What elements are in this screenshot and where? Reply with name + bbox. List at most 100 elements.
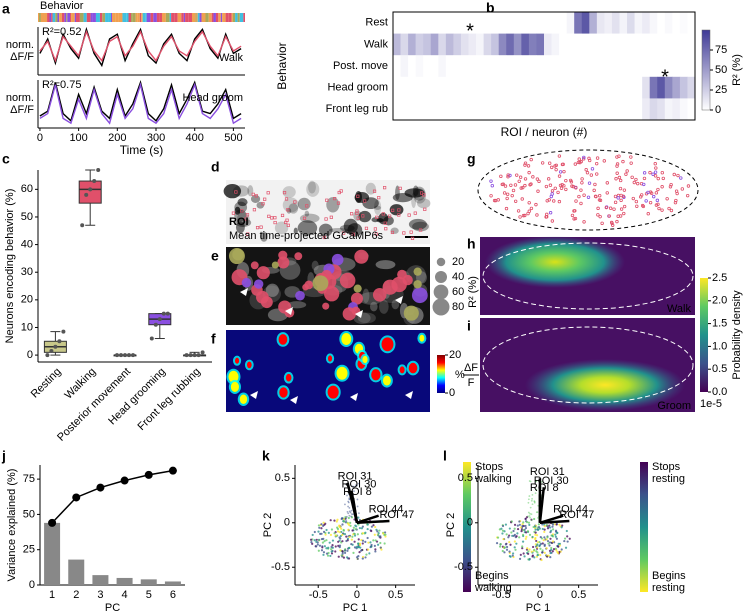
y-tick-label: 60 (21, 183, 33, 195)
neuron-position (622, 211, 626, 216)
trajectory-dot (325, 547, 328, 550)
neuron-position (660, 185, 664, 189)
neuron-position (615, 219, 619, 224)
trajectory-dot (357, 545, 361, 549)
x-tick-label: 3 (97, 589, 103, 601)
y-tick-label: 10 (21, 321, 33, 333)
trajectory-dot (317, 538, 321, 541)
trajectory-dot (538, 527, 541, 530)
category-label: Head groom (327, 82, 388, 94)
heatmap-cell (604, 33, 613, 56)
trajectory-dot (321, 541, 325, 544)
neuron-position (564, 187, 568, 192)
trajectory-dot (560, 526, 563, 529)
roi-marker (391, 208, 395, 212)
colorbar-tick-label: 75 (715, 44, 727, 56)
colorbar-tick-label: 0 (449, 387, 455, 399)
trajectory-dot (365, 553, 368, 556)
trajectory-dot (526, 547, 529, 550)
heatmap-cell (596, 33, 605, 56)
point (49, 348, 54, 353)
point (161, 311, 166, 316)
neuron-position (500, 182, 504, 187)
heatmap-cell (453, 76, 462, 99)
trajectory-dot (535, 534, 539, 537)
trajectory-dot (512, 534, 515, 538)
neuron-position (579, 188, 583, 192)
x-tick-label: 100 (69, 132, 87, 144)
cell-body (392, 192, 413, 203)
trajectory-dot (346, 557, 350, 560)
heatmap-cell (679, 33, 688, 56)
y-tick-label: 25 (23, 544, 35, 556)
trajectory-dot (337, 555, 340, 558)
trajectory-dot (505, 548, 509, 551)
trajectory-dot (356, 557, 359, 560)
heatmap-cell (589, 12, 598, 34)
y-tick-label: 0 (29, 579, 35, 591)
heatmap-cell (559, 33, 567, 56)
point (80, 223, 85, 228)
colorbar-tick-label: 1.5 (712, 318, 727, 330)
heatmap-cell (400, 33, 409, 56)
neuron-position (616, 214, 620, 218)
neuron-position (550, 189, 555, 193)
neuron-position (614, 177, 618, 181)
trajectory-dot (339, 549, 342, 552)
heatmap-cell (574, 55, 583, 78)
neuron-position (549, 165, 554, 170)
roi-marker (284, 197, 289, 201)
trajectory-dot (565, 529, 568, 533)
trajectory-dot (313, 530, 316, 534)
neuron-position (548, 183, 553, 187)
heatmap-cell (468, 55, 477, 78)
bar (164, 581, 181, 585)
arrowhead (350, 393, 358, 401)
behavior-stripe (239, 13, 244, 22)
legend-label: Head groom (182, 92, 243, 104)
neuron-position (504, 206, 509, 211)
trajectory-dot (531, 503, 534, 506)
neuron-position (526, 164, 531, 168)
trajectory-dot (336, 530, 340, 533)
roi-marker (413, 211, 417, 215)
behavior-stripe (44, 13, 48, 22)
trajectory-dot (541, 527, 544, 531)
behavior-stripe (215, 13, 219, 22)
trajectory-dot (551, 525, 554, 528)
trajectory-dot (541, 549, 544, 552)
trajectory-dot (310, 541, 313, 544)
y-tick-label: 50 (23, 508, 35, 520)
neuron-position (581, 157, 586, 161)
neuron-position (622, 204, 627, 209)
trajectory-dot (325, 528, 328, 532)
trajectory-dot (545, 538, 548, 541)
trajectory-dot (545, 523, 548, 527)
neuron-position (564, 178, 568, 183)
image-label: Groom (657, 400, 691, 412)
category-label: Front leg rub (326, 103, 388, 115)
neuron-position (496, 198, 500, 202)
heatmap-cell (506, 98, 515, 121)
activity-blob (230, 381, 239, 392)
roi-marker (254, 194, 258, 198)
cell-body (223, 183, 242, 199)
roi-marker (409, 230, 413, 234)
outline-i (482, 326, 694, 404)
trajectory-dot (511, 554, 514, 557)
neuron-position (595, 156, 600, 160)
behavior-stripe (156, 13, 160, 22)
trajectory-dot (541, 542, 544, 545)
roi-marker (384, 227, 388, 231)
heatmap-cell (604, 76, 613, 99)
cell-body (306, 181, 320, 197)
neuron-position (529, 157, 533, 162)
size-legend-label: 60 (452, 286, 464, 298)
heatmap-cell (491, 55, 499, 78)
bar (116, 577, 133, 585)
trace (39, 82, 242, 125)
colorbar-tick-label: 0.5 (712, 363, 727, 375)
neuron-position (517, 179, 521, 184)
heatmap-cell (679, 12, 688, 34)
trajectory-dot (330, 550, 333, 553)
